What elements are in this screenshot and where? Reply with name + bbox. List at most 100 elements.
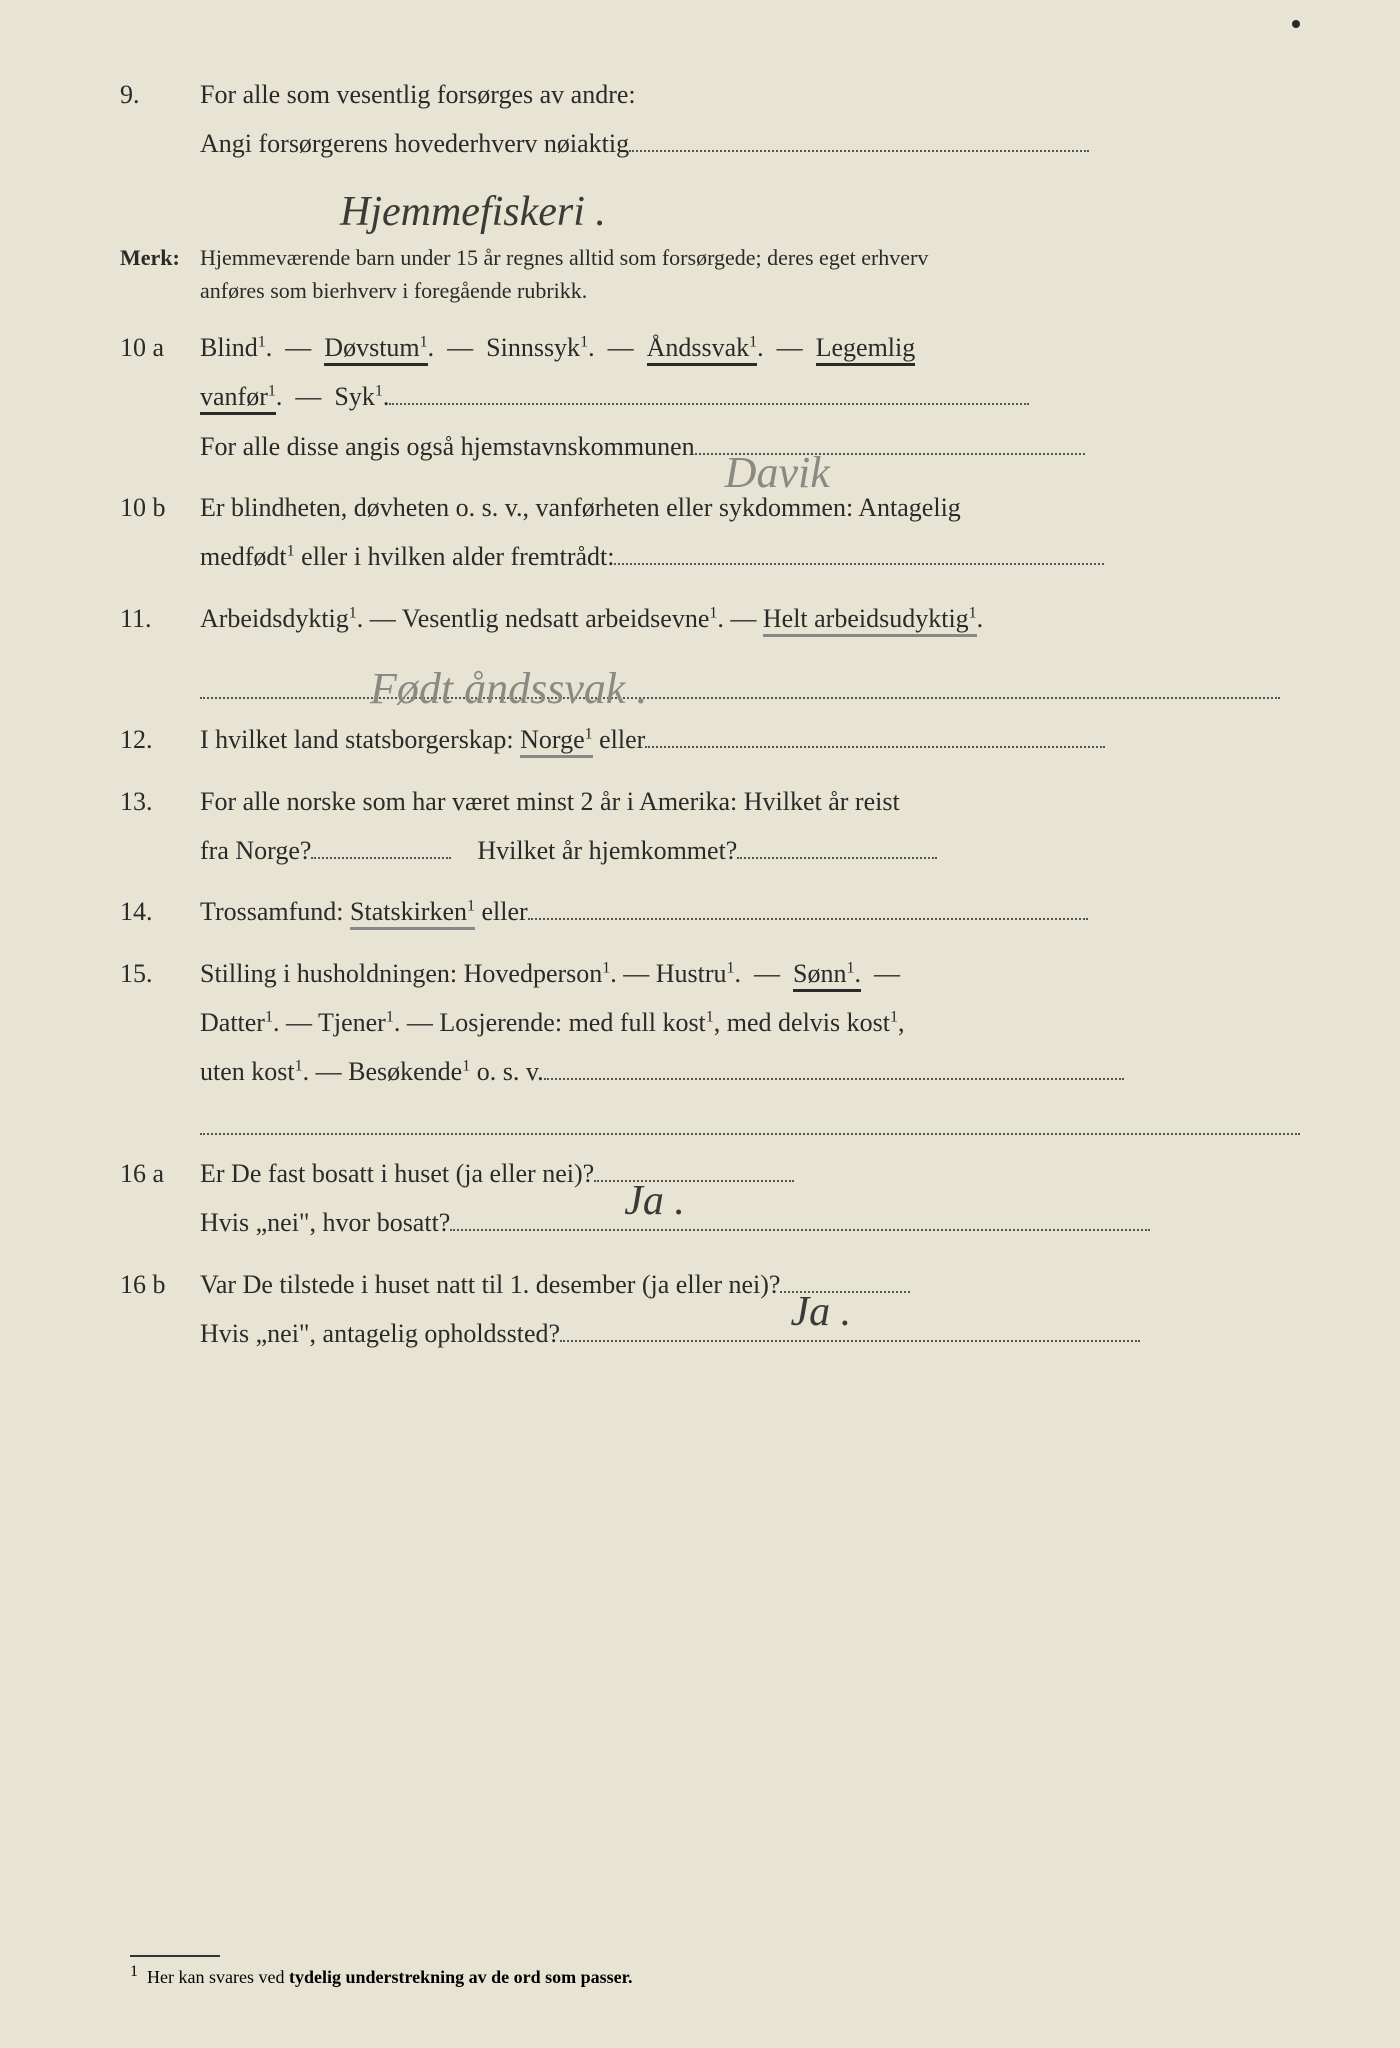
q16a-fill2 — [450, 1229, 1150, 1231]
q10a-andssvak: Åndssvak — [647, 333, 750, 362]
q10a-line1: Blind1. — Døvstum1. — Sinnssyk1. — Åndss… — [200, 323, 1300, 372]
q15-delvis: , med delvis kost — [714, 1008, 890, 1037]
q16a-text: Er De fast bosatt i huset (ja eller nei)… — [200, 1159, 594, 1188]
q13-fra: fra Norge? — [200, 836, 311, 865]
q9-line2-text: Angi forsørgerens hovederhverv nøiaktig — [200, 129, 629, 158]
q14-after: eller — [475, 897, 528, 926]
q15-tjener: . — Tjener — [273, 1008, 386, 1037]
q9-handwritten: Hjemmefiskeri . — [340, 173, 606, 253]
footnote-bold: tydelig understrekning av de ord som pas… — [289, 1967, 633, 1987]
question-13: 13. For alle norske som har været minst … — [120, 777, 1300, 876]
question-16a: 16 a Er De fast bosatt i huset (ja eller… — [120, 1149, 1300, 1248]
q15-sonn: Sønn — [793, 959, 846, 988]
q9-num: 9. — [120, 70, 200, 169]
q9-line1: For alle som vesentlig forsørges av andr… — [200, 70, 1300, 119]
q15-losjerende: . — Losjerende: med full kost — [394, 1008, 706, 1037]
q11-handwritten: Født åndssvak . — [370, 647, 647, 731]
q10a-sinnssyk: Sinnssyk — [486, 333, 580, 362]
q14-statskirken: Statskirken — [350, 897, 467, 926]
q15-datter: Datter — [200, 1008, 265, 1037]
question-9: 9. For alle som vesentlig forsørges av a… — [120, 70, 1300, 169]
question-15: 15. Stilling i husholdningen: Hovedperso… — [120, 949, 1300, 1135]
q13-hjem: Hvilket år hjemkommet? — [477, 836, 737, 865]
q14-body: Trossamfund: Statskirken1 eller — [200, 887, 1300, 936]
q11-fill: Født åndssvak . — [200, 655, 1280, 699]
q14-fill — [528, 918, 1088, 920]
footnote-rule — [130, 1955, 220, 1957]
q10b-after: eller i hvilken alder fremtrådt: — [295, 542, 615, 571]
q9-line2: Angi forsørgerens hovederhverv nøiaktig — [200, 119, 1300, 168]
q11-line1: Arbeidsdyktig1. — Vesentlig nedsatt arbe… — [200, 594, 1300, 643]
q16a-fill1: Ja . — [594, 1180, 794, 1182]
q11-arbeidsdyktig: Arbeidsdyktig — [200, 604, 349, 633]
q10a-fill2: Davik — [695, 453, 1085, 455]
question-10a: 10 a Blind1. — Døvstum1. — Sinnssyk1. — … — [120, 323, 1300, 471]
q16a-line2: Hvis „nei", hvor bosatt? — [200, 1198, 1300, 1247]
merk-text2: anføres som bierhverv i foregående rubri… — [200, 274, 1300, 307]
q15-line3: uten kost1. — Besøkende1 o. s. v. — [200, 1047, 1300, 1096]
q10b-fill — [614, 563, 1104, 565]
q15-fill1 — [544, 1078, 1124, 1080]
q10a-vanfor: vanfør — [200, 382, 268, 411]
merk-note: Merk: Hjemmeværende barn under 15 år reg… — [120, 241, 1300, 307]
q16b-hvis: Hvis „nei", antagelig opholdssted? — [200, 1319, 560, 1348]
q10a-handwritten: Davik — [725, 431, 830, 515]
question-16b: 16 b Var De tilstede i huset natt til 1.… — [120, 1260, 1300, 1359]
footnote: 1 Her kan svares ved tydelig understrekn… — [130, 1955, 633, 1988]
q14-num: 14. — [120, 887, 200, 936]
q10b-num: 10 b — [120, 483, 200, 582]
q15-num: 15. — [120, 949, 200, 1135]
q16a-hvis: Hvis „nei", hvor bosatt? — [200, 1208, 450, 1237]
q16b-line2: Hvis „nei", antagelig opholdssted? — [200, 1309, 1300, 1358]
q11-num: 11. — [120, 594, 200, 643]
q14-before: Trossamfund: — [200, 897, 350, 926]
q10b-medfodt: medfødt — [200, 542, 287, 571]
q15-uten: uten kost — [200, 1057, 295, 1086]
q13-num: 13. — [120, 777, 200, 876]
q15-hustru: . — Hustru — [610, 959, 726, 988]
q10a-dovstum: Døvstum — [324, 333, 419, 362]
q15-besok: . — Besøkende — [303, 1057, 463, 1086]
q15-line1: Stilling i husholdningen: Hovedperson1. … — [200, 949, 1300, 998]
q10b-line2: medfødt1 eller i hvilken alder fremtrådt… — [200, 532, 1300, 581]
q10a-fill1 — [389, 403, 1029, 405]
footnote-before: Her kan svares ved — [147, 1967, 289, 1987]
q15-osv: o. s. v. — [470, 1057, 543, 1086]
question-12: 12. I hvilket land statsborgerskap: Norg… — [120, 715, 1300, 764]
q9-handwriting-line: Hjemmefiskeri . — [300, 181, 1300, 231]
q16a-num: 16 a — [120, 1149, 200, 1248]
q13-fill1 — [311, 857, 451, 859]
q10a-line2: vanfør1. — Syk1. — [200, 372, 1300, 421]
q11-helt: Helt arbeidsudyktig — [763, 604, 969, 633]
q12-fill — [645, 746, 1105, 748]
question-11: 11. Arbeidsdyktig1. — Vesentlig nedsatt … — [120, 594, 1300, 643]
q13-line2: fra Norge? Hvilket år hjemkommet? — [200, 826, 1300, 875]
q10a-blind: Blind — [200, 333, 258, 362]
q10a-line3: For alle disse angis også hjemstavnskomm… — [200, 422, 1300, 471]
q16b-fill2 — [560, 1340, 1140, 1342]
merk-label: Merk: — [120, 241, 200, 307]
question-14: 14. Trossamfund: Statskirken1 eller — [120, 887, 1300, 936]
question-10b: 10 b Er blindheten, døvheten o. s. v., v… — [120, 483, 1300, 582]
q10a-num: 10 a — [120, 323, 200, 471]
q10a-legemlig: Legemlig — [816, 333, 916, 362]
q10a-hjemstavn: For alle disse angis også hjemstavnskomm… — [200, 432, 695, 461]
q16b-line1: Var De tilstede i huset natt til 1. dese… — [200, 1260, 1300, 1309]
corner-dot — [1292, 20, 1300, 28]
q12-num: 12. — [120, 715, 200, 764]
q13-line1: For alle norske som har været minst 2 år… — [200, 777, 1300, 826]
q11-mid: . — Vesentlig nedsatt arbeidsevne — [357, 604, 710, 633]
q15-line2: Datter1. — Tjener1. — Losjerende: med fu… — [200, 998, 1300, 1047]
q9-fill — [629, 150, 1089, 152]
q15-fill2 — [200, 1097, 1300, 1135]
footnote-num: 1 — [130, 1963, 138, 1980]
q13-fill2 — [737, 857, 937, 859]
form-page: 9. For alle som vesentlig forsørges av a… — [0, 0, 1400, 1430]
q16a-line1: Er De fast bosatt i huset (ja eller nei)… — [200, 1149, 1300, 1198]
q16b-text: Var De tilstede i huset natt til 1. dese… — [200, 1270, 780, 1299]
q16b-num: 16 b — [120, 1260, 200, 1359]
q10a-syk: Syk — [334, 382, 374, 411]
q16b-fill1: Ja . — [780, 1291, 910, 1293]
q15-before: Stilling i husholdningen: Hovedperson — [200, 959, 602, 988]
q12-body: I hvilket land statsborgerskap: Norge1 e… — [200, 715, 1300, 764]
